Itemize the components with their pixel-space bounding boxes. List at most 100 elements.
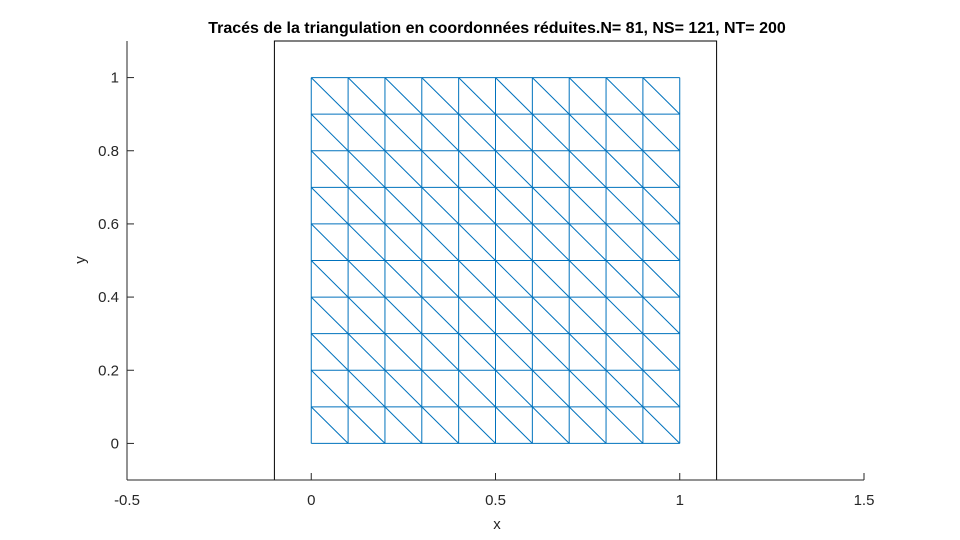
mesh-diagonal-edge (384, 113, 423, 152)
axes: -0.5 0 0.5 1 1.5 0 0.2 0.4 0.6 0.8 1 (98, 41, 874, 509)
mesh-diagonal-edge (568, 223, 607, 261)
mesh-diagonal-edge (605, 186, 644, 225)
mesh-diagonal-edge (458, 333, 496, 371)
mesh-diagonal-edge (495, 223, 533, 261)
x-tick-label: 1 (676, 492, 684, 509)
mesh-diagonal-edge (384, 77, 423, 115)
mesh-diagonal-edge (568, 369, 607, 408)
mesh-diagonal-edge (310, 333, 349, 371)
mesh-diagonal-edge (531, 150, 570, 188)
mesh-diagonal-edge (642, 369, 681, 408)
mesh-diagonal-edge (495, 369, 533, 408)
mesh-diagonal-edge (531, 77, 570, 115)
mesh-diagonal-edge (605, 260, 644, 298)
x-tick-label: 1.5 (854, 492, 875, 509)
mesh-diagonal-edge (310, 113, 349, 152)
mesh-diagonal-edge (605, 406, 644, 444)
x-tick-label: -0.5 (114, 492, 140, 509)
mesh-diagonal-edge (421, 333, 460, 371)
mesh-diagonal-edge (310, 296, 349, 335)
mesh-diagonal-edge (384, 296, 423, 335)
x-tick-label: 0 (307, 492, 315, 509)
mesh-diagonal-edge (384, 333, 423, 371)
mesh-diagonal-edge (421, 77, 460, 115)
mesh-diagonal-edge (568, 186, 607, 225)
mesh-diagonal-edge (347, 113, 386, 152)
mesh-diagonal-edge (347, 406, 386, 444)
y-tick-label: 1 (111, 70, 119, 87)
mesh-diagonal-edge (531, 406, 570, 444)
mesh-diagonal-edge (568, 150, 607, 188)
chart-title: Tracés de la triangulation en coordonnée… (208, 20, 786, 37)
mesh-diagonal-edge (310, 369, 349, 408)
mesh-diagonal-edge (495, 406, 533, 444)
mesh-diagonal-edge (495, 113, 533, 152)
mesh-diagonal-edge (531, 333, 570, 371)
mesh-diagonal-edge (458, 296, 496, 335)
mesh-diagonal-edge (568, 333, 607, 371)
x-axis-label: x (493, 516, 501, 533)
mesh-diagonal-edge (421, 223, 460, 261)
mesh-diagonal-edge (310, 186, 349, 225)
mesh-diagonal-edge (310, 406, 349, 444)
x-tick-label: 0.5 (485, 492, 506, 509)
mesh-diagonal-edge (531, 113, 570, 152)
mesh-diagonal-edge (347, 369, 386, 408)
mesh-diagonal-edge (458, 260, 496, 298)
mesh-diagonal-edge (642, 296, 681, 335)
mesh-diagonal-edge (421, 150, 460, 188)
mesh-diagonal-edge (310, 150, 349, 188)
mesh-diagonal-edge (642, 223, 681, 261)
mesh-diagonal-edge (347, 333, 386, 371)
mesh-diagonal-edge (568, 260, 607, 298)
mesh-diagonal-edge (347, 150, 386, 188)
mesh-diagonal-edge (310, 223, 349, 261)
mesh-diagonal-edge (605, 296, 644, 335)
y-tick-label: 0.6 (98, 216, 119, 233)
mesh-diagonal-edge (458, 186, 496, 225)
mesh-diagonal-edge (458, 223, 496, 261)
mesh-diagonal-edge (421, 296, 460, 335)
mesh-diagonal-edge (531, 223, 570, 261)
mesh-diagonal-edge (347, 186, 386, 225)
mesh-diagonal-edge (310, 260, 349, 298)
mesh-diagonal-edge (384, 406, 423, 444)
y-axis-label: y (72, 256, 89, 264)
mesh-diagonal-edge (568, 296, 607, 335)
mesh-diagonal-edge (605, 77, 644, 115)
mesh-diagonal-edge (568, 113, 607, 152)
mesh-diagonal-edge (310, 77, 349, 115)
y-tick-label: 0 (111, 435, 119, 452)
mesh-diagonal-edge (642, 77, 681, 115)
mesh-diagonal-edge (458, 406, 496, 444)
mesh-diagonal-edge (531, 186, 570, 225)
mesh-diagonal-edge (347, 260, 386, 298)
mesh-diagonal-edge (495, 333, 533, 371)
mesh-diagonal-edge (458, 113, 496, 152)
mesh-diagonal-edge (642, 260, 681, 298)
mesh-diagonal-edge (495, 296, 533, 335)
y-tick-label: 0.8 (98, 143, 119, 160)
mesh-diagonal-edge (495, 260, 533, 298)
mesh-diagonal-edge (384, 150, 423, 188)
triangulation-mesh (310, 77, 681, 444)
mesh-diagonal-edge (605, 223, 644, 261)
mesh-diagonal-edge (384, 223, 423, 261)
mesh-diagonal-edge (421, 369, 460, 408)
mesh-diagonal-edge (384, 369, 423, 408)
mesh-diagonal-edge (568, 406, 607, 444)
mesh-diagonal-edge (642, 113, 681, 152)
mesh-diagonal-edge (347, 223, 386, 261)
mesh-diagonal-edge (642, 186, 681, 225)
mesh-diagonal-edge (531, 369, 570, 408)
mesh-diagonal-edge (642, 333, 681, 371)
mesh-diagonal-edge (421, 406, 460, 444)
mesh-diagonal-edge (384, 186, 423, 225)
mesh-diagonal-edge (495, 150, 533, 188)
mesh-diagonal-edge (605, 369, 644, 408)
mesh-diagonal-edge (458, 150, 496, 188)
mesh-diagonal-edge (421, 186, 460, 225)
mesh-diagonal-edge (458, 369, 496, 408)
mesh-diagonal-edge (495, 186, 533, 225)
